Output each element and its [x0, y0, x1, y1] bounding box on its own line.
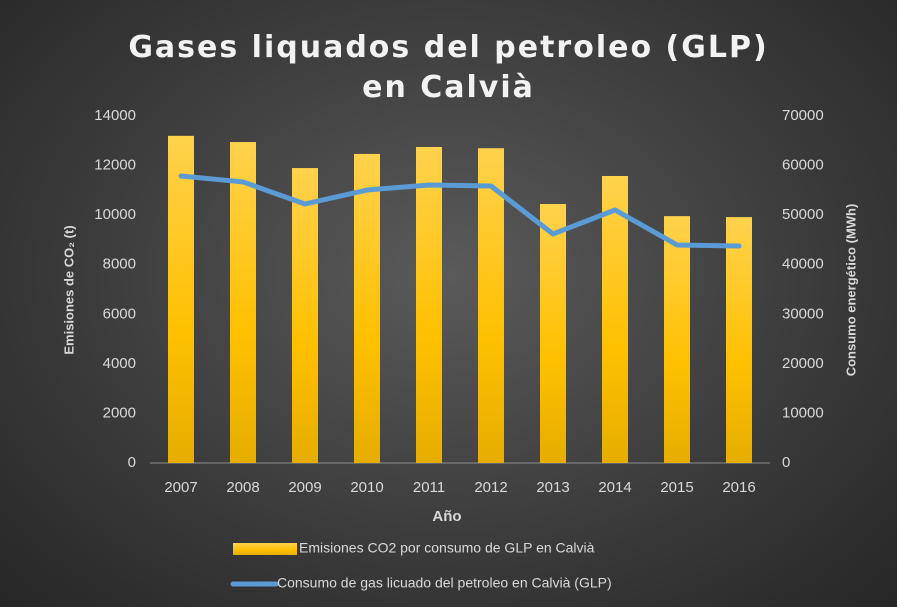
- x-tick-label: 2010: [350, 479, 383, 496]
- bar: [168, 135, 194, 464]
- x-tick-label: 2009: [288, 479, 321, 496]
- legend-swatch: [233, 543, 297, 555]
- y-tick-label: 10000: [94, 206, 136, 223]
- y-tick-label: 8000: [103, 256, 136, 273]
- y2-tick-label: 10000: [782, 404, 824, 421]
- y2-tick-label: 70000: [782, 107, 824, 124]
- bar: [292, 168, 318, 464]
- y-tick-label: 2000: [103, 404, 136, 421]
- bar: [230, 142, 256, 463]
- bar: [664, 216, 690, 463]
- y-tick-label: 6000: [103, 305, 136, 322]
- legend-label: Emisiones CO2 por consumo de GLP en Calv…: [299, 540, 595, 556]
- line-series: [178, 173, 742, 249]
- x-tick-label: 2014: [598, 479, 631, 496]
- y2-tick-label: 50000: [782, 206, 824, 223]
- bar: [478, 148, 504, 463]
- x-tick-label: 2011: [413, 479, 445, 496]
- y-tick-label: 12000: [94, 157, 136, 174]
- chart-title: Gases liquados del petroleo (GLP) en Cal…: [128, 30, 769, 105]
- legend-label: Consumo de gas licuado del petroleo en C…: [277, 575, 612, 591]
- y-axis-label: Emisiones de CO₂ (t): [61, 225, 76, 354]
- x-tick-label: 2008: [226, 479, 259, 496]
- y2-tick-label: 30000: [782, 305, 824, 322]
- y2-tick-label: 20000: [782, 355, 824, 372]
- bar: [416, 146, 442, 463]
- y-tick-label: 14000: [94, 107, 136, 124]
- y2-tick-label: 60000: [782, 157, 824, 174]
- y2-tick-label: 0: [782, 454, 790, 471]
- bar: [354, 153, 380, 463]
- bar: [726, 217, 752, 463]
- y2-axis-label: Consumo energético (MWh): [843, 204, 858, 377]
- y2-tick-label: 40000: [782, 256, 824, 273]
- x-tick-label: 2013: [536, 479, 569, 496]
- y-tick-label: 0: [128, 454, 136, 471]
- bar: [602, 175, 628, 463]
- bar: [540, 203, 566, 463]
- x-tick-label: 2015: [660, 479, 693, 496]
- x-axis-label: Año: [432, 508, 461, 525]
- x-tick-label: 2007: [164, 479, 197, 496]
- x-tick-label: 2012: [474, 479, 507, 496]
- x-tick-label: 2016: [722, 479, 755, 496]
- y-tick-label: 4000: [103, 355, 136, 372]
